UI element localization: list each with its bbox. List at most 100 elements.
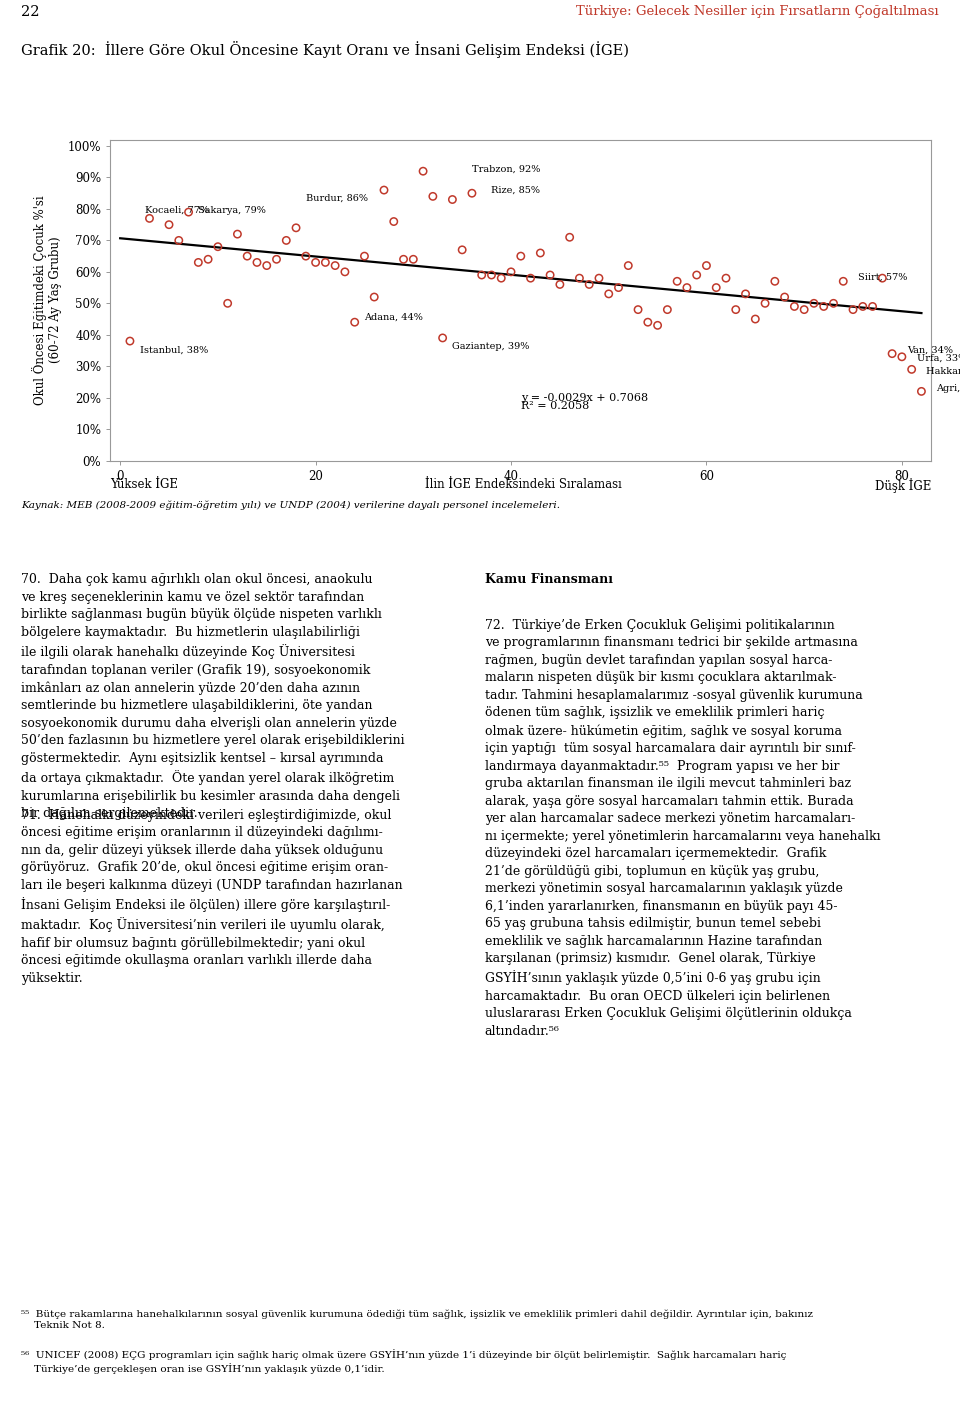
- Point: [562, 225, 577, 248]
- Text: Siirt, 57%: Siirt, 57%: [858, 272, 907, 282]
- Point: [474, 264, 490, 287]
- Y-axis label: Okul Öncesi Eğitimdeki Çocuk %'si
(60-72 Ay Yaş Grubu): Okul Öncesi Eğitimdeki Çocuk %'si (60-72…: [33, 195, 62, 405]
- Point: [250, 251, 265, 274]
- Point: [444, 188, 460, 211]
- Point: [503, 261, 518, 284]
- Point: [914, 379, 929, 402]
- Point: [465, 181, 480, 204]
- Point: [357, 245, 372, 268]
- Text: ⁵⁶  UNICEF (2008) EÇG programları için sağlık hariç olmak üzere GSYİH’nın yüzde : ⁵⁶ UNICEF (2008) EÇG programları için sa…: [21, 1349, 786, 1375]
- Text: Gaziantep, 39%: Gaziantep, 39%: [452, 342, 530, 351]
- Point: [689, 264, 705, 287]
- Text: Düşk İGE: Düşk İGE: [875, 478, 931, 493]
- Point: [220, 292, 235, 315]
- Text: Van, 34%: Van, 34%: [907, 345, 952, 355]
- Text: Kamu Finansmanı: Kamu Finansmanı: [485, 573, 612, 586]
- Point: [601, 282, 616, 305]
- Text: Kocaeli, 77%: Kocaeli, 77%: [145, 205, 208, 215]
- Point: [777, 285, 792, 308]
- Point: [904, 358, 920, 381]
- Text: 71.  Hanehalkı düzeyindeki verileri eşleştirdiğimizde, okul
öncesi eğitime erişi: 71. Hanehalkı düzeyindeki verileri eşleş…: [21, 809, 403, 985]
- Point: [611, 277, 626, 299]
- Text: Burdur, 86%: Burdur, 86%: [306, 194, 368, 202]
- Point: [269, 248, 284, 271]
- Point: [288, 217, 303, 240]
- Text: y = -0.0029x + 0.7068: y = -0.0029x + 0.7068: [520, 392, 648, 402]
- Point: [425, 185, 441, 208]
- Point: [835, 270, 851, 292]
- Text: R² = 0.2058: R² = 0.2058: [520, 401, 589, 411]
- Point: [201, 248, 216, 271]
- Point: [552, 272, 567, 295]
- Point: [259, 254, 275, 277]
- Text: Rize, 85%: Rize, 85%: [492, 185, 540, 194]
- Point: [680, 277, 695, 299]
- Point: [533, 241, 548, 264]
- Point: [308, 251, 324, 274]
- Point: [180, 201, 196, 224]
- Point: [797, 298, 812, 321]
- Point: [748, 308, 763, 331]
- Point: [631, 298, 646, 321]
- Text: Urfa, 33%: Urfa, 33%: [917, 354, 960, 362]
- Point: [787, 295, 803, 318]
- Point: [337, 261, 352, 284]
- Point: [826, 292, 841, 315]
- Point: [572, 267, 588, 289]
- Point: [367, 285, 382, 308]
- Point: [846, 298, 861, 321]
- Point: [318, 251, 333, 274]
- Point: [376, 178, 392, 201]
- Point: [327, 254, 343, 277]
- Point: [493, 267, 509, 289]
- Point: [855, 295, 871, 318]
- Point: [229, 222, 245, 245]
- Point: [454, 238, 469, 261]
- Point: [210, 235, 226, 258]
- Point: [386, 210, 401, 232]
- Point: [396, 248, 411, 271]
- Text: ⁵⁵  Bütçe rakamlarına hanehalkılarının sosyal güvenlik kurumuna ödediği tüm sağl: ⁵⁵ Bütçe rakamlarına hanehalkılarının so…: [21, 1309, 813, 1330]
- Point: [728, 298, 743, 321]
- Text: Istanbul, 38%: Istanbul, 38%: [140, 347, 208, 355]
- Point: [757, 292, 773, 315]
- Point: [513, 245, 528, 268]
- Point: [299, 245, 314, 268]
- Text: Türkiye: Gelecek Nesiller için Fırsatların Çoğaltılması: Türkiye: Gelecek Nesiller için Fırsatlar…: [576, 6, 939, 19]
- Point: [865, 295, 880, 318]
- Text: Hakkari , 29%: Hakkari , 29%: [926, 366, 960, 375]
- Point: [816, 295, 831, 318]
- Point: [806, 292, 822, 315]
- Point: [416, 160, 431, 183]
- Point: [435, 327, 450, 349]
- Point: [582, 272, 597, 295]
- Point: [484, 264, 499, 287]
- Text: 22: 22: [21, 6, 39, 19]
- Point: [699, 254, 714, 277]
- Point: [278, 230, 294, 252]
- Point: [523, 267, 539, 289]
- Point: [660, 298, 675, 321]
- Text: 72.  Türkiye’de Erken Çocukluk Gelişimi politikalarının
ve programlarının finans: 72. Türkiye’de Erken Çocukluk Gelişimi p…: [485, 619, 880, 1038]
- Point: [718, 267, 733, 289]
- Point: [875, 267, 890, 289]
- Text: Trabzon, 92%: Trabzon, 92%: [472, 165, 540, 174]
- Point: [669, 270, 684, 292]
- Text: 70.  Daha çok kamu ağırlıklı olan okul öncesi, anaokulu
ve kreş seçeneklerinin k: 70. Daha çok kamu ağırlıklı olan okul ön…: [21, 573, 405, 820]
- Point: [767, 270, 782, 292]
- Point: [240, 245, 255, 268]
- Text: Yüksek İGE: Yüksek İGE: [110, 478, 179, 491]
- Text: İlin İGE Endeksindeki Sıralaması: İlin İGE Endeksindeki Sıralaması: [425, 478, 621, 491]
- Point: [738, 282, 754, 305]
- Text: Agri, 22%: Agri, 22%: [936, 385, 960, 394]
- Point: [650, 314, 665, 337]
- Text: Adana, 44%: Adana, 44%: [365, 312, 423, 322]
- Text: Grafik 20:  İllere Göre Okul Öncesine Kayıt Oranı ve İnsani Gelişim Endeksi (İGE: Grafik 20: İllere Göre Okul Öncesine Kay…: [21, 41, 629, 58]
- Point: [640, 311, 656, 334]
- Text: Kaynak: MEB (2008-2009 eğitim-öğretim yılı) ve UNDP (2004) verilerine dayalı per: Kaynak: MEB (2008-2009 eğitim-öğretim yı…: [21, 501, 560, 511]
- Point: [406, 248, 421, 271]
- Point: [894, 345, 909, 368]
- Point: [142, 207, 157, 230]
- Point: [191, 251, 206, 274]
- Text: Sakarya, 79%: Sakarya, 79%: [199, 205, 266, 215]
